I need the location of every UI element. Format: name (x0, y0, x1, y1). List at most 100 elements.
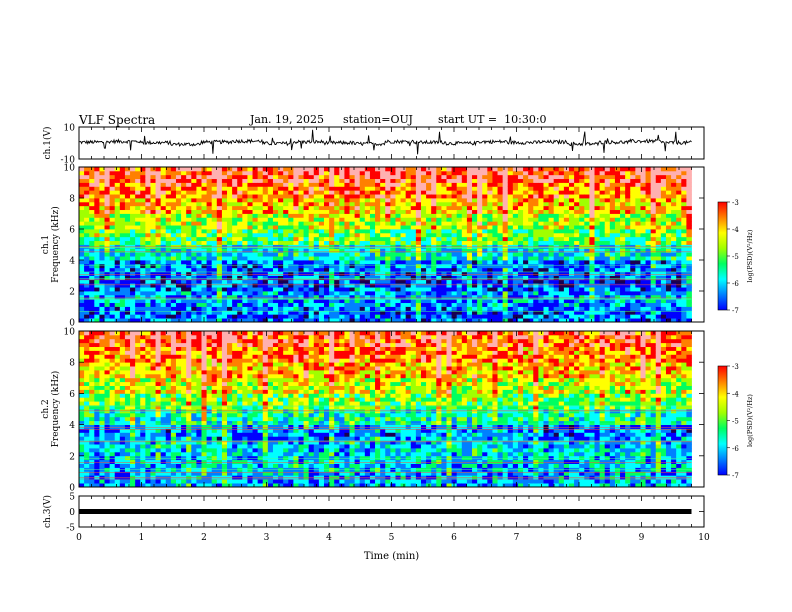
ch1-spectrogram-cell (650, 256, 657, 261)
ch1-spectrogram-cell (114, 194, 121, 199)
ch1-spectrogram-cell (313, 283, 320, 288)
ch1-spectrogram-cell (155, 194, 162, 199)
ch1-spectrogram-cell (395, 314, 401, 319)
ch1-spectrogram-cell (609, 217, 616, 222)
ch1-spectrogram-cell (109, 217, 116, 222)
ch1-spectrogram-cell (216, 186, 223, 191)
ch1-spectrogram-cell (303, 201, 310, 207)
ch1-spectrogram-cell (569, 291, 575, 296)
ch1-spectrogram-cell (318, 236, 325, 242)
ch1-spectrogram-cell (482, 213, 488, 218)
ch1-spectrogram-cell (472, 275, 478, 280)
ch1-spectrogram-cell (415, 314, 422, 319)
ch1-spectrogram-cell (431, 248, 437, 253)
ch1-spectrogram-cell (528, 283, 534, 288)
ch1-spectrogram-cell (528, 225, 534, 230)
ch1-spectrogram-cell (298, 267, 304, 273)
ch1-spectrogram-cell (94, 287, 100, 292)
ch1-spectrogram-cell (293, 229, 299, 234)
ch1-spectrogram-cell (635, 209, 641, 214)
ch2-spectrogram-cell (84, 350, 90, 355)
ch1-spectrogram-cell (94, 283, 100, 288)
ch1-spectrogram-cell (461, 198, 468, 203)
ch1-spectrogram-cell (604, 190, 611, 195)
ch1-spectrogram-cell (181, 182, 187, 187)
ch1-spectrogram-cell (227, 170, 233, 176)
ch1-spectrogram-cell (676, 314, 682, 319)
ch1-spectrogram-cell (216, 213, 223, 218)
ch1-spectrogram-cell (635, 236, 641, 242)
ch1-spectrogram-cell (660, 240, 667, 245)
ch1-spectrogram-cell (517, 225, 524, 230)
ch1-spectrogram-cell (104, 275, 111, 280)
ch1-spectrogram-cell (201, 310, 207, 315)
ch1-spectrogram-cell (446, 190, 452, 195)
ch1-spectrogram-cell (318, 306, 325, 311)
ch1-spectrogram-cell (385, 314, 391, 319)
ch1-spectrogram-cell (681, 178, 687, 183)
ch1-spectrogram-cell (579, 190, 585, 195)
ch1-spectrogram-cell (114, 248, 121, 253)
ch1-spectrogram-cell (686, 213, 692, 218)
ch1-spectrogram-cell (660, 186, 667, 191)
ch1-spectrogram-cell (676, 217, 682, 222)
ch1-spectrogram-cell (283, 314, 289, 319)
ch1-spectrogram-cell (390, 209, 396, 214)
ch1-spectrogram-cell (79, 232, 85, 238)
ch1-spectrogram-cell (625, 291, 631, 296)
ch1-spectrogram-cell (89, 267, 95, 273)
ch1-spectrogram-cell (563, 170, 570, 176)
ch1-spectrogram-cell (349, 271, 356, 276)
ch1-spectrogram-cell (191, 170, 197, 176)
ch1-spectrogram-cell (625, 190, 631, 195)
ch1-spectrogram-cell (359, 217, 366, 222)
ch1-spectrogram-cell (186, 260, 192, 265)
ch1-spectrogram-cell (99, 194, 105, 199)
ch1-spectrogram-cell (272, 306, 279, 311)
ch1-spectrogram-cell (640, 186, 646, 191)
ch1-spectrogram-cell (216, 256, 223, 261)
ch1-spectrogram-cell (456, 294, 463, 300)
ch1-spectrogram-cell (252, 310, 259, 315)
ch1-spectrogram-cell (512, 229, 519, 234)
ch1-spectrogram-cell (640, 302, 646, 307)
ch1-spectrogram-cell (272, 194, 279, 199)
ch1-spectrogram-cell (359, 298, 366, 304)
ch1-spectrogram-cell (410, 167, 417, 172)
ch1-spectrogram-cell (216, 205, 223, 211)
ch1-spectrogram-cell (665, 318, 672, 323)
ch1-spectrogram-cell (339, 205, 345, 211)
ch1-spectrogram-cell (569, 287, 575, 292)
ch1-spectrogram-cell (324, 294, 330, 300)
ch1-spectrogram-cell (436, 174, 442, 180)
ch1-spectrogram-cell (584, 182, 590, 187)
ch1-spectrogram-cell (553, 236, 560, 242)
ch1-spectrogram-cell (124, 263, 131, 269)
ch1-spectrogram-cell (221, 260, 228, 265)
ch1-spectrogram-cell (375, 205, 381, 211)
ch1-spectrogram-cell (232, 174, 238, 180)
ch1-spectrogram-cell (186, 198, 192, 203)
ch1-spectrogram-cell (191, 318, 197, 323)
ch1-spectrogram-cell (79, 167, 85, 172)
ch1-spectrogram-cell (186, 174, 192, 180)
ch1-spectrogram-cell (124, 198, 131, 203)
ch1-spectrogram-cell (114, 294, 121, 300)
ch1-spectrogram-cell (385, 209, 391, 214)
ch1-spectrogram-cell (232, 170, 238, 176)
ch1-spectrogram-cell (272, 271, 279, 276)
ch1-spectrogram-cell (640, 252, 646, 257)
ch1-spectrogram-cell (216, 221, 223, 226)
ch1-spectrogram-cell (344, 318, 350, 323)
ch1-spectrogram-cell (369, 306, 376, 311)
ch1-spectrogram-cell (135, 217, 141, 222)
ch1-spectrogram-cell (329, 302, 335, 307)
ch2-spectrogram-cell (84, 381, 90, 386)
ch1-spectrogram-cell (604, 201, 611, 207)
ch1-spectrogram-cell (303, 275, 310, 280)
ch1-spectrogram-cell (492, 287, 498, 292)
ch1-spectrogram-cell (140, 225, 146, 230)
ch1-spectrogram-cell (487, 318, 493, 323)
ch1-spectrogram-cell (298, 194, 304, 199)
ch1-spectrogram-cell (278, 217, 284, 222)
